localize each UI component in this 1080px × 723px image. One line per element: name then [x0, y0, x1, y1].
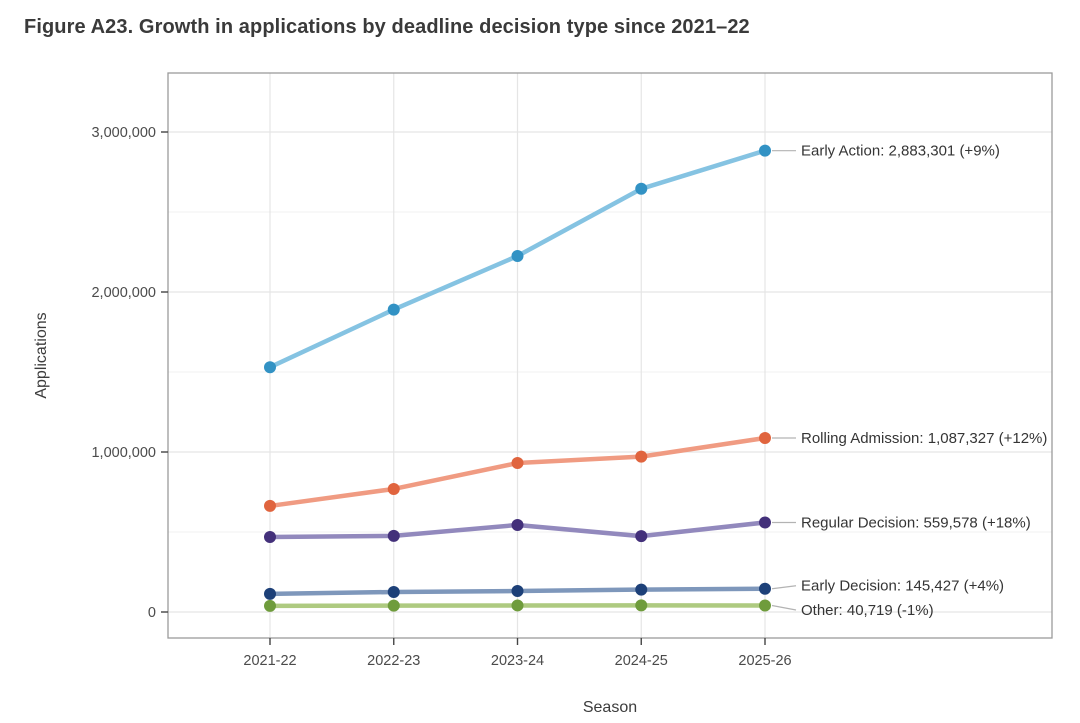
y-tick-label: 3,000,000	[91, 125, 156, 141]
x-tick-label: 2025-26	[738, 653, 791, 669]
data-point-regular-decision	[759, 516, 771, 529]
x-tick-label: 2024-25	[615, 653, 668, 669]
x-axis-title: Season	[583, 699, 637, 716]
annotation-leader-line	[771, 604, 797, 611]
data-point-early-action	[511, 250, 524, 262]
data-point-other	[264, 599, 276, 612]
plot-panel-border	[167, 72, 1053, 639]
y-axis-title: Applications	[33, 312, 50, 398]
data-point-early-action	[759, 144, 771, 157]
annotation-label-early-action: Early Action: 2,883,301 (+9%)	[801, 143, 1000, 160]
x-tick-label: 2023-24	[491, 653, 544, 669]
data-point-rolling-admission	[387, 482, 400, 495]
figure-title: Figure A23. Growth in applications by de…	[24, 16, 750, 38]
data-point-early-decision	[264, 587, 276, 600]
data-point-other	[635, 599, 648, 612]
data-point-regular-decision	[264, 530, 276, 543]
y-tick-label: 2,000,000	[91, 285, 156, 301]
data-point-early-decision	[635, 583, 648, 596]
data-point-regular-decision	[511, 518, 524, 531]
annotation-leader-line	[771, 585, 797, 590]
x-tick-label: 2022-23	[367, 653, 420, 669]
annotation-label-other: Other: 40,719 (-1%)	[801, 602, 934, 619]
data-point-rolling-admission	[635, 450, 648, 463]
annotation-label-regular-decision: Regular Decision: 559,578 (+18%)	[801, 514, 1031, 531]
data-point-early-action	[387, 303, 400, 316]
data-point-other	[511, 599, 524, 612]
x-tick-label: 2021-22	[243, 653, 296, 669]
data-point-rolling-admission	[264, 499, 276, 512]
data-point-other	[759, 599, 771, 612]
data-point-early-action	[264, 361, 276, 374]
data-point-rolling-admission	[511, 457, 524, 470]
data-point-rolling-admission	[759, 432, 771, 445]
data-point-regular-decision	[635, 530, 648, 543]
y-tick-label: 0	[148, 605, 156, 621]
annotation-label-early-decision: Early Decision: 145,427 (+4%)	[801, 578, 1004, 595]
data-point-early-decision	[759, 582, 771, 595]
data-point-other	[387, 599, 400, 612]
data-point-early-decision	[387, 586, 400, 598]
y-tick-label: 1,000,000	[91, 445, 156, 461]
annotation-label-rolling-admission: Rolling Admission: 1,087,327 (+12%)	[801, 430, 1047, 447]
data-point-early-decision	[511, 585, 524, 598]
data-point-regular-decision	[387, 529, 400, 542]
data-point-early-action	[635, 182, 648, 195]
